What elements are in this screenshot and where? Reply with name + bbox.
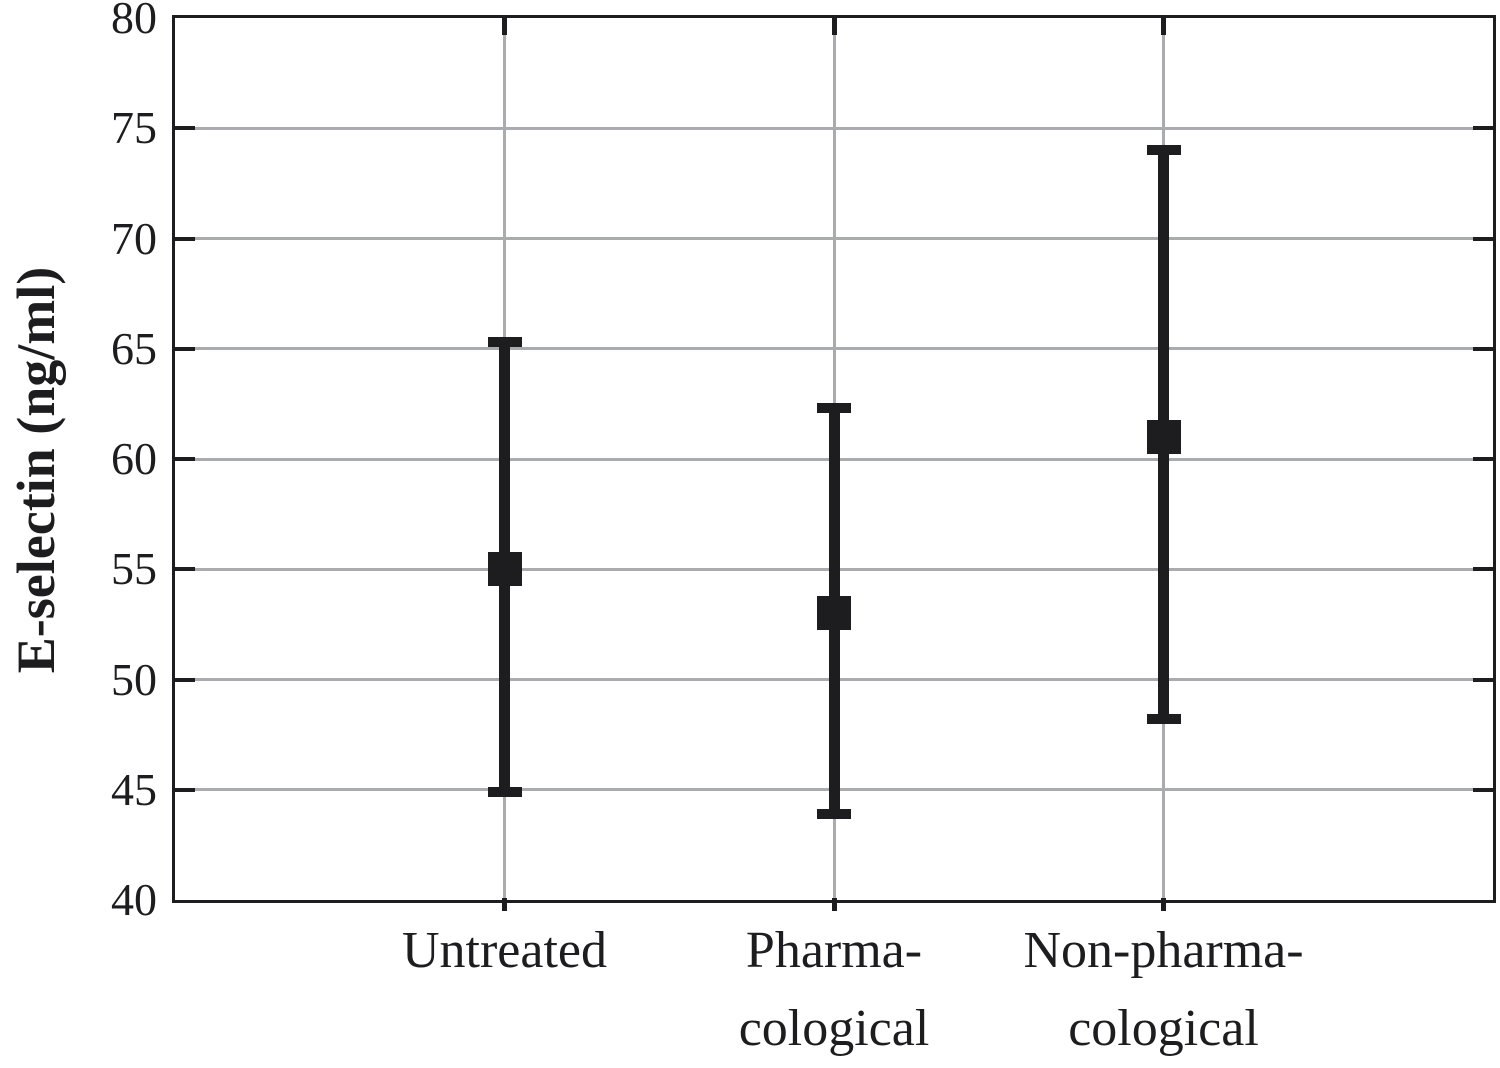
- y-axis-tick: [1473, 787, 1493, 792]
- y-axis-tick: [175, 677, 195, 682]
- y-tick-label: 40: [111, 874, 157, 925]
- mean-marker: [817, 596, 851, 631]
- x-axis-tick: [1161, 18, 1166, 35]
- y-gridline: [175, 237, 1493, 240]
- y-axis-tick: [175, 346, 195, 351]
- error-bar-cap-top: [1146, 145, 1181, 156]
- errorbar-chart: E-selectin (ng/ml) 80 75 70 65 60 55 50 45 40 Un…: [6, 0, 1496, 1057]
- error-bar-cap-bottom: [817, 809, 851, 819]
- x-axis-tick: [502, 898, 507, 911]
- x-tick-label: Non-pharma-cological: [1023, 922, 1304, 1057]
- y-axis-tick: [175, 457, 195, 461]
- x-axis-tick: [831, 898, 837, 911]
- y-axis-tick: [1473, 677, 1493, 682]
- y-tick-label: 75: [111, 102, 157, 154]
- plot-area: [172, 15, 1496, 911]
- y-axis-tick: [1473, 126, 1493, 131]
- mean-marker: [487, 552, 522, 587]
- error-bar-cap-top: [817, 403, 851, 414]
- y-axis-tick: [1473, 457, 1493, 461]
- y-tick-label: 70: [111, 212, 157, 264]
- error-bar-cap-bottom: [1146, 714, 1181, 725]
- y-axis-tick: [175, 787, 195, 792]
- x-tick-label: Untreated: [401, 922, 608, 979]
- y-axis-tick: [1473, 346, 1493, 351]
- y-tick-label: 80: [111, 0, 157, 43]
- mean-marker: [1146, 419, 1181, 454]
- x-axis-tick: [831, 18, 837, 35]
- y-tick-label: 50: [111, 653, 157, 705]
- error-bar-cap-top: [487, 337, 522, 348]
- y-axis-tick: [175, 567, 195, 572]
- y-tick-label: 60: [111, 433, 157, 484]
- y-tick-label: 55: [111, 543, 157, 595]
- y-axis-tick: [175, 126, 195, 131]
- y-axis-tick: [1473, 236, 1493, 241]
- x-tick-label: Pharma-cological: [738, 922, 930, 1057]
- y-gridline: [175, 347, 1493, 351]
- x-axis-tick: [1161, 898, 1166, 911]
- x-axis-tick: [502, 18, 507, 35]
- y-axis-tick: [175, 236, 195, 241]
- y-tick-label: 45: [111, 763, 157, 815]
- y-gridline: [175, 126, 1493, 130]
- error-bar-cap-bottom: [487, 786, 522, 797]
- y-axis-tick: [1473, 567, 1493, 572]
- y-tick-label: 65: [111, 322, 157, 374]
